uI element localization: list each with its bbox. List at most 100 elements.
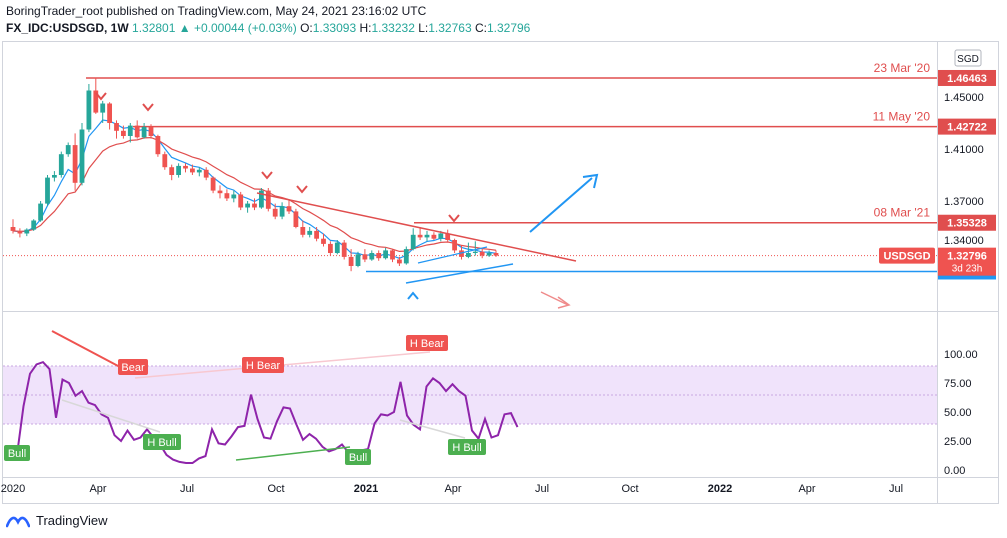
candle-body[interactable]: [238, 194, 244, 208]
time-tick-label: Oct: [621, 483, 638, 495]
osc-tick-label: 0.00: [944, 465, 965, 477]
candle-body[interactable]: [293, 211, 299, 227]
candle-body[interactable]: [148, 126, 154, 136]
candle-body[interactable]: [121, 130, 126, 136]
candle-body[interactable]: [272, 208, 278, 217]
candle-body[interactable]: [438, 233, 444, 239]
candle-body[interactable]: [169, 167, 175, 175]
candle-body[interactable]: [114, 123, 119, 131]
candle-body[interactable]: [10, 227, 16, 231]
candle-body[interactable]: [217, 190, 223, 194]
symbol-label[interactable]: FX_IDC:USDSGD, 1W: [6, 21, 129, 35]
candle-body[interactable]: [259, 190, 264, 208]
candle-body[interactable]: [127, 125, 133, 136]
candle-body[interactable]: [355, 254, 361, 266]
candle-body[interactable]: [321, 238, 326, 244]
level-date-label: 11 May '20: [873, 110, 931, 124]
bullish-arrowhead-icon: [582, 173, 599, 189]
candle-body[interactable]: [341, 242, 347, 257]
candle-body[interactable]: [24, 229, 30, 234]
candle-body[interactable]: [162, 154, 168, 168]
ascending-trendline[interactable]: [405, 263, 514, 284]
bear-badge: [118, 359, 148, 375]
candle-body[interactable]: [134, 125, 140, 138]
down-chevron-icon: [142, 103, 154, 112]
candle-body[interactable]: [31, 220, 37, 230]
candle-body[interactable]: [252, 203, 257, 208]
candle-body[interactable]: [307, 230, 313, 235]
candle-body[interactable]: [79, 129, 85, 183]
currency-badge-box[interactable]: [954, 49, 982, 67]
symbol-tag: [879, 247, 935, 264]
footer-brand[interactable]: TradingView: [6, 513, 108, 528]
level-price-tag: [938, 118, 996, 135]
candle-body[interactable]: [348, 256, 354, 266]
osc-tick-label: 50.00: [944, 407, 972, 419]
descending-trendline[interactable]: [256, 192, 577, 262]
candle-body[interactable]: [190, 168, 195, 173]
candle-body[interactable]: [141, 126, 147, 138]
candle-body[interactable]: [472, 251, 478, 253]
candle-body[interactable]: [224, 193, 230, 199]
candle-body[interactable]: [52, 175, 57, 178]
candle-body[interactable]: [403, 249, 409, 264]
candle-body[interactable]: [231, 194, 237, 199]
candle-body[interactable]: [38, 203, 43, 221]
candle-body[interactable]: [390, 250, 395, 260]
candle-body[interactable]: [203, 169, 209, 178]
candle-body[interactable]: [17, 230, 23, 234]
candle-body[interactable]: [493, 253, 499, 256]
candle-body[interactable]: [486, 253, 492, 256]
candle-body[interactable]: [155, 136, 161, 155]
candle-body[interactable]: [369, 253, 375, 260]
candle-body[interactable]: [314, 230, 319, 239]
level-price-value: 1.42722: [947, 122, 987, 134]
candle-body[interactable]: [479, 251, 485, 256]
price-tick-label: 1.37000: [944, 196, 984, 208]
candle-body[interactable]: [65, 145, 71, 155]
time-tick-label: Apr: [798, 483, 815, 495]
candle-body[interactable]: [58, 154, 64, 175]
candle-body[interactable]: [245, 203, 250, 208]
candle-body[interactable]: [196, 169, 202, 173]
candle-body[interactable]: [265, 190, 271, 209]
candle-body[interactable]: [410, 234, 416, 250]
candle-body[interactable]: [300, 227, 306, 235]
candle-body[interactable]: [183, 165, 188, 169]
candle-body[interactable]: [210, 177, 216, 191]
candle-body[interactable]: [417, 234, 423, 238]
bar-countdown: 3d 23h: [952, 264, 983, 275]
candle-body[interactable]: [445, 233, 451, 241]
candle-body[interactable]: [93, 90, 99, 113]
candle-body[interactable]: [72, 145, 78, 183]
candle-body[interactable]: [397, 259, 402, 264]
price-tick-label: 1.34000: [944, 235, 984, 247]
candle-body[interactable]: [362, 254, 368, 260]
bearish-projection-arrow[interactable]: [540, 291, 569, 306]
candle-body[interactable]: [424, 234, 430, 238]
candle-body[interactable]: [376, 253, 382, 259]
triangle-upper-line[interactable]: [417, 246, 488, 264]
published-line: BoringTrader_root published on TradingVi…: [6, 4, 427, 18]
candle-body[interactable]: [286, 206, 292, 212]
candle-body[interactable]: [328, 243, 333, 253]
level-date-label: 08 Mar '21: [874, 206, 931, 220]
candle-body[interactable]: [176, 165, 181, 175]
candle-body[interactable]: [279, 206, 285, 217]
candle-body[interactable]: [107, 103, 112, 124]
footer-brand-label: TradingView: [36, 513, 108, 528]
candle-body[interactable]: [45, 177, 50, 204]
candle-body[interactable]: [100, 103, 106, 113]
currency-badge: SGD: [957, 54, 979, 65]
bullish-projection-arrow[interactable]: [529, 177, 593, 233]
bull-badge-label: Bull: [349, 452, 367, 464]
candle-body[interactable]: [466, 253, 471, 257]
bull-badge: [345, 449, 371, 465]
candle-body[interactable]: [452, 240, 457, 251]
candle-body[interactable]: [459, 250, 464, 257]
candle-body[interactable]: [334, 242, 340, 253]
candle-body[interactable]: [86, 90, 92, 130]
candle-body[interactable]: [431, 234, 437, 239]
candle-body[interactable]: [383, 250, 388, 259]
